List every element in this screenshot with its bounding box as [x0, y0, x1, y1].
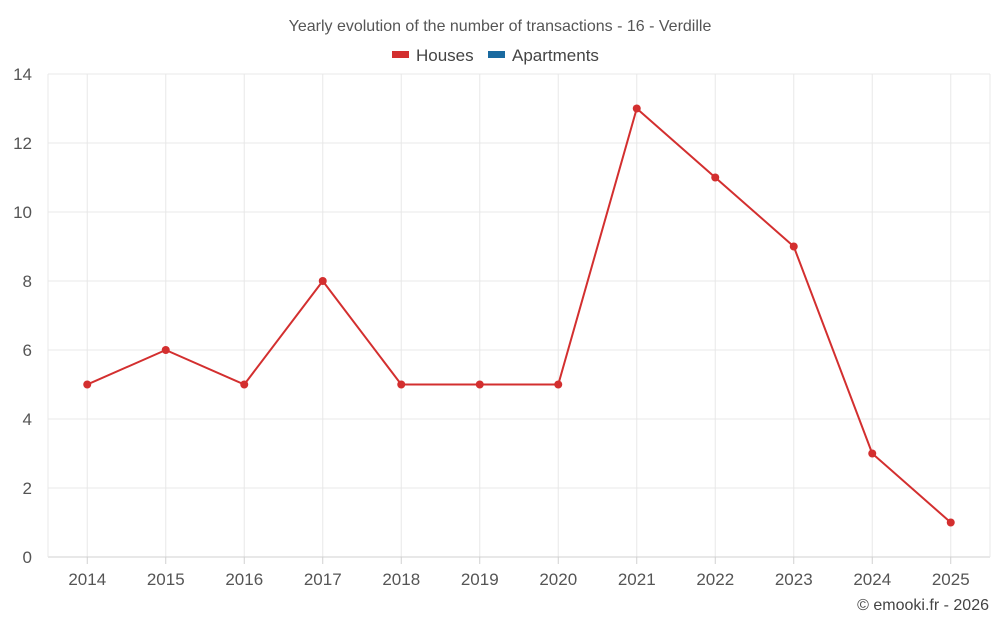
y-tick-label: 14 — [13, 65, 32, 84]
x-tick-label: 2023 — [775, 570, 813, 589]
x-tick-label: 2025 — [932, 570, 970, 589]
x-tick-label: 2014 — [68, 570, 106, 589]
series-line-houses — [86, 107, 952, 524]
data-point[interactable] — [475, 380, 484, 389]
x-tick-label: 2020 — [539, 570, 577, 589]
legend: Houses Apartments — [392, 46, 599, 65]
legend-label-apartments: Apartments — [512, 46, 599, 65]
data-point[interactable] — [711, 173, 720, 182]
gridlines — [48, 73, 990, 557]
data-point[interactable] — [789, 242, 798, 251]
x-tick-label: 2021 — [618, 570, 656, 589]
y-tick-label: 8 — [23, 272, 32, 291]
axes: 0 2 4 6 8 10 12 14 2014 2015 2016 2017 2018 2019 2020 2… — [13, 65, 991, 589]
y-tick-label: 0 — [23, 548, 32, 567]
data-point[interactable] — [240, 380, 249, 389]
data-point[interactable] — [161, 346, 170, 354]
x-tick-label: 2024 — [853, 570, 891, 589]
data-point[interactable] — [318, 277, 327, 285]
y-tick-label: 12 — [13, 134, 32, 153]
legend-item-apartments[interactable]: Apartments — [488, 46, 599, 65]
series-houses — [83, 104, 955, 527]
x-tick-label: 2018 — [382, 570, 420, 589]
legend-label-houses: Houses — [416, 46, 474, 65]
legend-swatch-apartments — [488, 51, 505, 58]
y-tick-label: 4 — [23, 410, 32, 429]
x-tick-label: 2016 — [225, 570, 263, 589]
x-tick-label: 2015 — [147, 570, 185, 589]
x-tick-label: 2019 — [461, 570, 499, 589]
legend-swatch-houses — [392, 51, 409, 58]
y-tick-label: 10 — [13, 203, 32, 222]
data-point[interactable] — [946, 518, 955, 527]
data-point[interactable] — [397, 380, 406, 389]
credit-text: © emooki.fr - 2026 — [857, 597, 989, 614]
data-point[interactable] — [554, 380, 563, 389]
x-tick-label: 2022 — [696, 570, 734, 589]
y-tick-label: 2 — [23, 479, 32, 498]
data-point[interactable] — [632, 104, 641, 113]
data-point[interactable] — [868, 449, 877, 458]
data-point[interactable] — [83, 380, 92, 389]
y-tick-label: 6 — [23, 341, 32, 360]
x-tick-label: 2017 — [304, 570, 342, 589]
chart-title: Yearly evolution of the number of transa… — [289, 18, 712, 35]
legend-item-houses[interactable]: Houses — [392, 46, 474, 65]
